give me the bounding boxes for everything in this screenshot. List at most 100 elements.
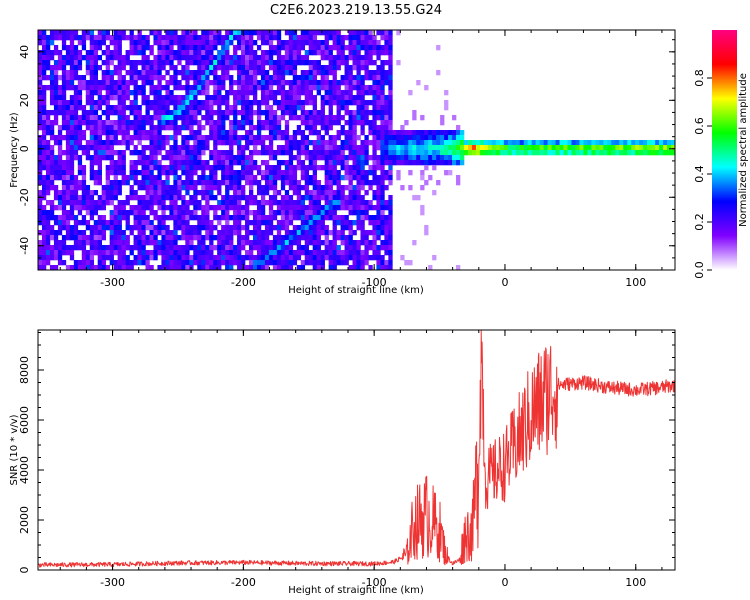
spectrogram-cell [268,215,274,221]
spectrogram-cell [105,110,110,116]
spectrogram-cell [157,115,162,121]
spectrogram-cell [38,150,43,156]
spectrogram-cell [121,55,126,61]
spectrogram-cell [336,170,341,176]
spectrogram-cell [288,80,294,86]
colorbar: 0.0 0.2 0.4 0.6 0.8 Normalized spectral … [693,30,749,279]
spectrogram-cell [280,130,286,136]
spectrogram-cell [360,255,365,261]
spectrogram-cell [149,200,154,206]
spectrogram-cell [137,150,142,156]
spectrogram-cell [256,85,262,91]
spectrogram-cell [41,225,47,231]
spectrogram-cell [268,30,274,36]
spectrogram-cell [320,215,325,221]
spectrogram-cell [292,35,298,41]
spectrogram-cell [97,90,102,96]
spectrogram-cell [181,205,186,211]
spectrogram-cell [284,175,290,181]
spectrogram-cell [256,205,262,211]
spectrogram-cell [268,50,274,56]
spectrogram-cell [260,125,266,131]
spectrogram-cell [217,90,222,96]
spectrogram-cell [340,235,345,241]
spectrogram-cell [189,90,194,96]
spectrogram-cell [252,265,258,271]
spectrogram-cell [372,225,377,231]
snr-x-axis-label: Height of straight line (km) [288,585,424,596]
spectrogram-cell [89,190,95,196]
spectrogram-cell [38,140,43,146]
spectrogram-cell [300,115,306,121]
spectrogram-cell [316,155,321,161]
spectrogram-cell [41,180,47,186]
spectrogram-cell [352,250,357,256]
spectrogram-cell [89,100,95,106]
spectrogram-cell [185,250,190,256]
spectrogram-cell [189,195,194,201]
spectrogram-cell [169,170,174,176]
spectrogram-cell [444,130,449,136]
spectrogram-cell [165,35,170,41]
colorbar-tick-label: 0.0 [693,261,706,279]
spectrogram-cell [209,45,214,51]
spectrogram-cell [38,205,43,211]
spectrogram-cell [420,135,425,141]
spectrogram-cell [292,155,298,161]
spectrogram-cell [165,240,170,246]
spectrogram-cell [288,105,294,111]
spectrogram-cell [360,250,365,256]
spectrogram-cell [221,155,226,161]
spectrogram-cell [376,45,381,51]
spectrogram-cell [463,150,469,156]
spectrogram-cell [225,215,230,221]
spectrogram-cell [348,95,353,101]
spectrogram-cell [245,235,250,241]
spectrogram-cell [288,260,294,266]
spectrogram-cell [213,160,218,166]
spectrogram-cell [85,35,91,41]
spectrogram-cell [268,45,274,51]
spectrogram-cell [511,140,517,146]
spectrogram-cell [380,215,385,221]
spectrogram-cell [53,240,59,246]
spectrogram-cell [328,110,333,116]
spectrogram-cell [38,160,43,166]
spectrogram-cell [340,45,345,51]
spectrogram-cell [193,45,198,51]
spectrogram-cell [292,180,298,186]
spectrogram-cell [61,80,67,86]
spectrogram-cell [173,205,178,211]
spectrogram-cell [276,105,282,111]
spectrogram-cell [181,75,186,81]
spectrogram-cell [129,125,134,131]
spectrogram-cell [213,245,218,251]
spectrogram-cell [105,95,110,101]
spectrogram-cell [153,40,158,46]
spectrogram-cell [252,65,258,71]
spectrogram-cell [185,175,190,181]
spectrogram-cell [312,130,317,136]
spectrogram-cell [153,225,158,231]
spectrogram-cell [336,105,341,111]
spectrogram-cell [284,165,290,171]
spectrogram-cell [113,165,118,171]
spectrogram-cell [436,145,441,151]
spectrogram-cell [304,125,310,131]
colorbar-gradient [712,30,737,270]
spectrogram-cell [229,240,234,246]
spectrogram-cell [643,140,648,146]
spectrogram-cell [217,120,222,126]
spectrogram-cell [217,255,222,261]
spectrogram-cell [133,100,138,106]
spectrogram-cell [65,110,71,116]
spectrogram-cell [348,190,353,196]
spectrogram-cell [368,130,373,136]
spectrogram-cell [193,255,198,261]
spectrogram-cell [531,140,536,146]
spectrogram-cell [233,125,238,131]
spectrogram-cell [217,260,222,266]
spectrogram-cell [304,150,310,156]
spectrogram-cell [308,260,314,266]
spectrogram-cell [304,120,310,126]
